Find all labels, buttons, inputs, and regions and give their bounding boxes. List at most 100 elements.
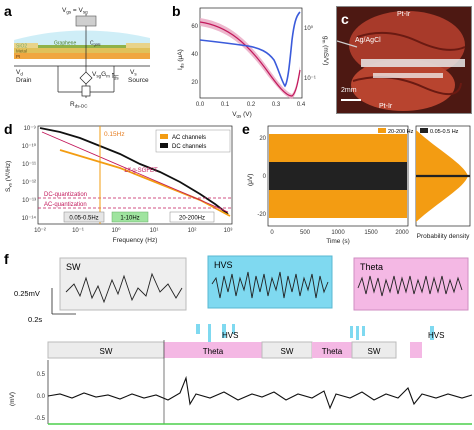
panel-e-timeseries: e 20 0 -20 0 500 1000 1500 2000 Time (s)… [242,121,471,245]
band-box-1 [63,211,105,223]
e-ytick-2: 0 [263,174,267,180]
b-xtick-2: 0.2 [247,102,256,108]
e-xtick-5: 2000 [395,230,409,236]
brain-illustration [337,7,471,113]
b-ylabel-right: gm (mS/V) [322,36,330,65]
b-xlabel: gsVgs (V) [232,111,252,118]
f-ytick-3: -0.5 [35,416,46,422]
inset-hvs [207,255,333,309]
state-label-sw-2: SW [281,347,294,356]
pi-label: PI [16,54,20,59]
e-xtick-3: 1000 [331,230,345,236]
ptir-bottom-label: Pt-Ir [379,103,393,110]
b-ytick-20: 20 [191,80,198,86]
drain-label: Drain [16,77,32,84]
current-source-symbol [79,71,93,85]
ac-quantization-label: AC-quantization [44,202,87,208]
ac-channels-curve [59,149,231,217]
b-ylabel-left: Ids (μA) [177,49,185,70]
fit-line [41,131,229,213]
e-ylabel: (μV) [247,174,254,186]
legend-swatch-20-200 [378,128,386,133]
legend-swatch-005 [420,128,428,133]
band-label-3: 20-200Hz [179,216,205,222]
hvs-marker [232,324,235,334]
scale-bar [341,99,361,101]
state-label-sw-1: SW [100,347,113,356]
legend-dc: DC channels [172,144,206,150]
d-xtick-6: 10³ [224,228,233,234]
e-xtick-2: 500 [300,230,311,236]
cgate-label: Cgate [90,41,101,47]
d-ytick-6: 10⁻¹⁴ [22,215,37,222]
inset-theta-trace [357,275,463,297]
b-xtick-3: 0.3 [272,102,281,108]
d-xtick-2: 10⁻¹ [72,228,84,234]
ids-band [200,18,300,99]
state-theta-3 [410,342,422,358]
panel-a-schematic: a Vgs = Vsg SiO2 Graphene Cgate Metal PI… [4,3,150,109]
agagcl-label: Ag/AgCl [355,37,381,44]
inset-sw [59,257,187,311]
graphene-label: Graphene [54,41,76,47]
hvs-marker [430,326,434,340]
hvs-label-2: HVS [428,331,444,340]
inset-sw-trace [65,272,183,304]
ptir-top-label: Pt-Ir [397,11,411,18]
band-box-3 [169,211,215,223]
inset-hvs-label: HVS [214,260,233,270]
gm-curve [199,11,301,88]
panel-c-label: c [341,11,349,27]
d-legend [155,129,231,153]
source-label: Source [128,77,149,84]
e-histogram-xlabel: Probability density [417,233,470,240]
hvs-marker [350,326,353,338]
pi-layer [14,53,150,59]
d-xtick-5: 10² [188,228,197,234]
inset-theta-label: Theta [360,262,383,272]
resistor-symbol [81,85,91,97]
state-theta-1 [164,342,262,358]
vgs-label: Vgs = Vsg [62,7,88,15]
state-label-theta-2: Theta [322,347,343,356]
b-ytick-40: 40 [191,52,198,58]
f-ytick-1: 0.5 [37,372,46,378]
metal-layer [14,48,150,53]
vd-label: Vd [16,69,23,77]
d-ytick-1: 10⁻⁹ [24,125,37,132]
metal-label: Metal [16,49,27,54]
d-ytick-2: 10⁻¹⁰ [22,143,37,150]
e-xtick-4: 1500 [364,230,378,236]
sio2-layer [14,43,38,48]
b-ytick-60: 60 [191,24,198,30]
dc-band-trace [269,162,407,190]
legend-swatch-dc [160,143,168,148]
sio2-label: SiO2 [16,44,27,50]
state-theta-2 [312,342,352,358]
panel-f-label: f [4,251,9,267]
dc-quantization-label: DC-quantization [44,192,87,198]
state-sw-3 [351,341,397,359]
hvs-marker [362,326,365,336]
hvs-marker [356,326,359,340]
band-box-2 [111,211,149,223]
d-xtick-3: 10⁰ [111,227,121,234]
b-xtick-1: 0.1 [221,102,230,108]
d-ylabel: Svs (V²/Hz) [5,161,13,192]
panel-c-photo: c Ag/AgCl Pt-Ir Pt-Ir 2mm [336,6,472,114]
b-ytick-right-2: 10⁻¹ [304,76,316,82]
f-ylabel: (mV) [9,392,16,406]
band-label-2: 1-10Hz [120,216,139,222]
e-ytick-3: -20 [257,212,266,218]
inset-sw-label: SW [66,262,81,272]
d-xtick-4: 10¹ [150,228,159,234]
hvs-label-1: HVS [222,331,238,340]
panel-d-label: d [4,121,13,137]
f-ytick-2: 0.0 [37,394,46,400]
d-xlabel: Frequency (Hz) [113,237,158,244]
panel-f-recording: f SW HVS Theta 0.25mV 0.2s HVS HVS SW Th… [4,251,473,425]
b-xtick-0: 0.0 [196,102,205,108]
electrolyte-layer [14,30,150,48]
legend-20-200: 20-200 Hz [388,129,414,135]
hvs-marker [208,324,211,344]
